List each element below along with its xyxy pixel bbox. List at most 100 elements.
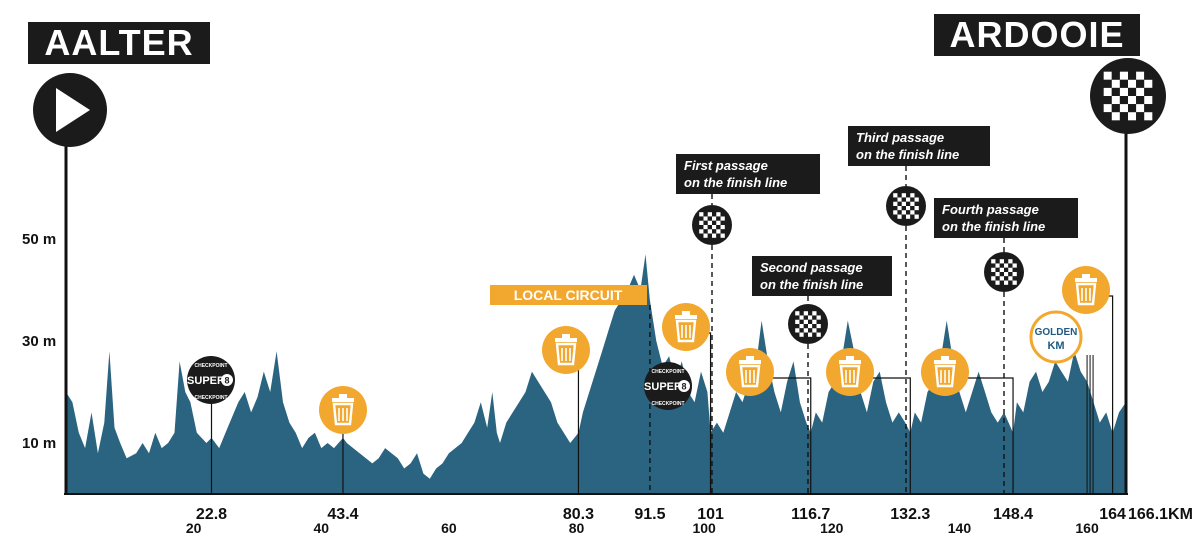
checker-cell [1128, 71, 1137, 80]
golden-km-text-top: GOLDEN [1035, 327, 1078, 338]
checkpoint-name: SUPER [187, 375, 225, 387]
y-tick-label: 10 m [22, 435, 56, 452]
checker-cell [1103, 87, 1112, 96]
checker-cell [1144, 87, 1153, 96]
checker-cell [795, 315, 800, 320]
checkpoint-number-disc [678, 380, 690, 392]
checker-cell [720, 233, 725, 238]
checker-cell [1136, 79, 1145, 88]
bin-body [675, 319, 697, 343]
bin-leader-line [772, 377, 812, 494]
passage-label-line1: Third passage [856, 130, 944, 145]
checker-cell [1119, 87, 1128, 96]
trash-bin-icon [1062, 266, 1110, 314]
checker-cell [707, 233, 712, 238]
checker-cell [1136, 104, 1145, 113]
distance-total-label: 166.1KM [1128, 506, 1193, 523]
checker-cell [703, 220, 708, 225]
checkpoint-name: SUPER [644, 381, 682, 393]
km-marker-label: 132.3 [890, 506, 930, 523]
checker-cell [995, 267, 1000, 272]
checker-cell [1012, 280, 1017, 285]
checker-cell [991, 263, 996, 268]
checkered-flag-icon [692, 205, 732, 245]
checker-cell [906, 210, 911, 215]
checker-cell [720, 229, 725, 234]
checker-cell [1008, 280, 1013, 285]
bin-leader-line [967, 377, 1014, 494]
checkered-flag-icon [1090, 58, 1166, 134]
bin-lid [1075, 278, 1097, 282]
checker-cell [1136, 87, 1145, 96]
bin-handle [1082, 274, 1090, 278]
checker-cell [901, 210, 906, 215]
checker-cell [1008, 259, 1013, 264]
checker-cell [1111, 79, 1120, 88]
checker-cell [712, 233, 717, 238]
checker-cell [812, 328, 817, 333]
checker-cell [812, 332, 817, 337]
checker-cell [720, 216, 725, 221]
checker-cell [707, 220, 712, 225]
checker-cell [799, 324, 804, 329]
checker-cell [893, 210, 898, 215]
checker-cell [897, 197, 902, 202]
checker-cell [1111, 96, 1120, 105]
checker-cell [1004, 263, 1009, 268]
checker-cell [910, 193, 915, 198]
checker-cell [795, 324, 800, 329]
bin-lid [739, 360, 761, 364]
checker-cell [712, 216, 717, 221]
checker-cell [720, 212, 725, 217]
checker-cell [795, 332, 800, 337]
checker-cell [712, 220, 717, 225]
checker-cell [897, 201, 902, 206]
checker-cell [999, 276, 1004, 281]
bin-handle [846, 356, 854, 360]
checker-cell [699, 229, 704, 234]
checker-cell [720, 220, 725, 225]
bin-lid [555, 338, 577, 342]
passage-label-line2: on the finish line [760, 277, 863, 292]
checker-cell [906, 197, 911, 202]
trash-bin-icon [921, 348, 969, 396]
checkpoint-number: 8 [681, 382, 686, 392]
bin-lid [839, 360, 861, 364]
checker-cell [1119, 104, 1128, 113]
checker-cell [910, 201, 915, 206]
checker-cell [808, 332, 813, 337]
checker-cell [999, 280, 1004, 285]
checker-cell [799, 319, 804, 324]
checker-cell [999, 263, 1004, 268]
checker-cell [1119, 79, 1128, 88]
passage-label-box [752, 256, 892, 296]
local-circuit-badge [490, 285, 647, 305]
checker-cell [1128, 87, 1137, 96]
km-marker-label: 80.3 [563, 506, 594, 523]
checker-cell [901, 193, 906, 198]
checker-cell [893, 201, 898, 206]
golden-km-circle [1029, 310, 1083, 364]
checker-cell [716, 220, 721, 225]
checker-cell [803, 328, 808, 333]
checker-cell [1128, 79, 1137, 88]
super8-checkpoint-badge: CHECKPOINT SUPER 8 CHECKPOINT [187, 356, 235, 404]
checker-cell [1008, 267, 1013, 272]
checker-cell [897, 206, 902, 211]
checker-cell [1008, 272, 1013, 277]
checker-cell [699, 220, 704, 225]
passage-label-line1: Fourth passage [942, 202, 1039, 217]
checker-cell [716, 212, 721, 217]
checker-cell [906, 193, 911, 198]
checker-cell [901, 206, 906, 211]
checker-cell [808, 328, 813, 333]
trash-bin-icon [726, 348, 774, 396]
checker-cell [1012, 276, 1017, 281]
bin-body [1075, 282, 1097, 306]
checker-cell [816, 311, 821, 316]
checker-cell [795, 328, 800, 333]
passage-label-box [676, 154, 820, 194]
bin-body [839, 364, 861, 388]
x-tick-label: 60 [441, 520, 457, 536]
checker-cell [995, 259, 1000, 264]
